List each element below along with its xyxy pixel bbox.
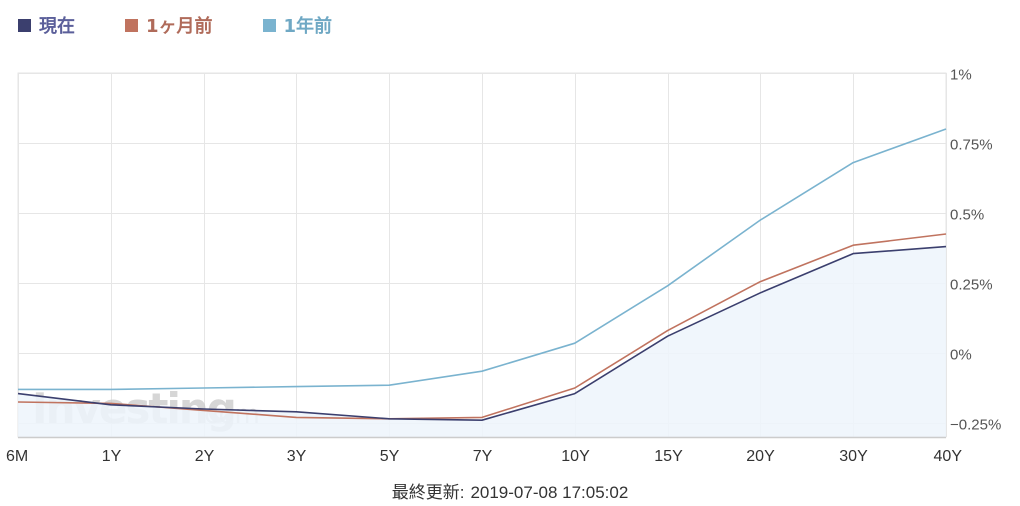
x-tick-label: 6M	[6, 448, 28, 465]
last-updated: 最終更新: 2019-07-08 17:05:02	[0, 478, 1020, 503]
legend-swatch-1-month-ago	[125, 18, 138, 32]
legend-item-1-month-ago[interactable]: 1ヶ月前	[125, 12, 213, 38]
x-tick-label: 5Y	[380, 448, 400, 465]
x-tick-label: 1Y	[102, 448, 122, 465]
y-tick-label: 0.5%	[950, 207, 984, 224]
yield-curve-chart: Investing .com 1%0.75%0.5%0.25%0%−0.25% …	[6, 67, 1001, 466]
legend-swatch-current	[18, 18, 31, 32]
legend-item-1-year-ago[interactable]: 1年前	[262, 12, 333, 38]
x-tick-label: 3Y	[287, 448, 307, 465]
legend: 現在 1ヶ月前 1年前	[18, 12, 332, 38]
x-tick-label: 15Y	[654, 448, 683, 465]
y-axis: 1% 0.75% 0.5% 0.25% 0% −0.25%	[950, 67, 1001, 434]
x-tick-label: 7Y	[473, 448, 493, 465]
series-lines	[17, 128, 947, 422]
area-fill	[18, 246, 946, 437]
y-tick-label: 1%	[950, 67, 972, 84]
y-tick-label: 0.25%	[950, 277, 993, 294]
y-tick-label: −0.25%	[950, 417, 1001, 434]
x-tick-label: 30Y	[839, 448, 868, 465]
x-axis: 6M 1Y 2Y 3Y 5Y 7Y 10Y 15Y 20Y 30Y 40Y	[6, 436, 963, 465]
last-updated-timestamp: 2019-07-08 17:05:02	[470, 483, 629, 502]
series-line-current	[17, 245, 947, 422]
legend-item-current[interactable]: 現在	[18, 12, 75, 38]
area-fill-current	[18, 246, 946, 437]
y-tick-label: 0.75%	[950, 137, 993, 154]
series-line-1-year-ago	[18, 128, 947, 391]
x-tick-label: 2Y	[195, 448, 215, 465]
legend-label-1-year-ago: 1年前	[283, 16, 333, 37]
last-updated-label: 最終更新:	[391, 483, 465, 502]
x-tick-label: 10Y	[561, 448, 590, 465]
legend-label-current: 現在	[39, 16, 75, 37]
x-tick-label: 20Y	[746, 448, 775, 465]
x-tick-label: 40Y	[934, 448, 963, 465]
legend-swatch-1-year-ago	[262, 18, 276, 32]
y-tick-label: 0%	[950, 347, 972, 364]
legend-label-1-month-ago: 1ヶ月前	[146, 16, 213, 37]
